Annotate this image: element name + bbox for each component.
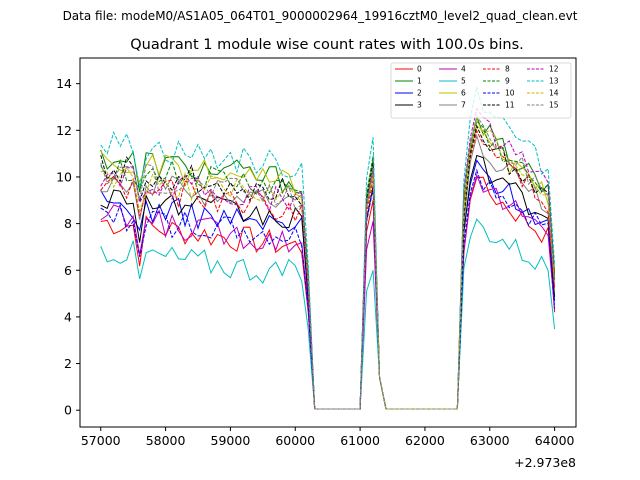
x-offset-label: +2.973e8 (514, 455, 576, 470)
y-tick-label: 12 (56, 123, 72, 138)
x-tick-label: 61000 (340, 433, 380, 448)
legend-label-4: 4 (461, 65, 466, 74)
legend-label-1: 1 (417, 77, 422, 86)
y-tick-label: 4 (64, 309, 72, 324)
legend-label-12: 12 (549, 65, 559, 74)
series-line-12 (100, 107, 556, 410)
series-line-13 (100, 86, 556, 410)
legend-label-6: 6 (461, 89, 466, 98)
series-line-14 (100, 117, 556, 410)
legend-label-0: 0 (417, 65, 422, 74)
x-tick-label: 59000 (211, 433, 251, 448)
legend-label-15: 15 (549, 101, 559, 110)
legend-label-10: 10 (505, 89, 515, 98)
y-tick-label: 14 (56, 76, 72, 91)
x-tick-label: 57000 (81, 433, 121, 448)
x-axis: 57000 58000 59000 60000 61000 62000 63000 64000 (81, 427, 575, 448)
x-tick-label: 62000 (405, 433, 445, 448)
legend-label-2: 2 (417, 89, 422, 98)
plot-area (100, 86, 556, 410)
legend-label-11: 11 (505, 101, 515, 110)
y-tick-label: 8 (64, 216, 72, 231)
series-line-11 (100, 124, 556, 410)
x-tick-label: 60000 (275, 433, 315, 448)
series-line-15 (100, 115, 556, 410)
x-tick-label: 63000 (470, 433, 510, 448)
legend-label-7: 7 (461, 101, 466, 110)
y-tick-label: 2 (64, 356, 72, 371)
figure-suptitle: Data file: modeM0/AS1A05_064T01_90000029… (63, 9, 578, 23)
x-tick-label: 58000 (146, 433, 186, 448)
legend-label-8: 8 (505, 65, 510, 74)
legend-label-9: 9 (505, 77, 510, 86)
y-tick-label: 6 (64, 263, 72, 278)
legend-label-3: 3 (417, 101, 422, 110)
y-axis: 0 2 4 6 8 10 12 14 (56, 76, 80, 418)
legend-box (390, 62, 572, 119)
legend-label-14: 14 (549, 89, 559, 98)
x-tick-label: 64000 (535, 433, 575, 448)
axes-frame (79, 57, 577, 428)
legend-label-13: 13 (549, 77, 559, 86)
y-tick-label: 0 (64, 403, 72, 418)
y-tick-label: 10 (56, 169, 72, 184)
legend-label-5: 5 (461, 77, 466, 86)
chart-title: Quadrant 1 module wise count rates with … (130, 37, 524, 53)
